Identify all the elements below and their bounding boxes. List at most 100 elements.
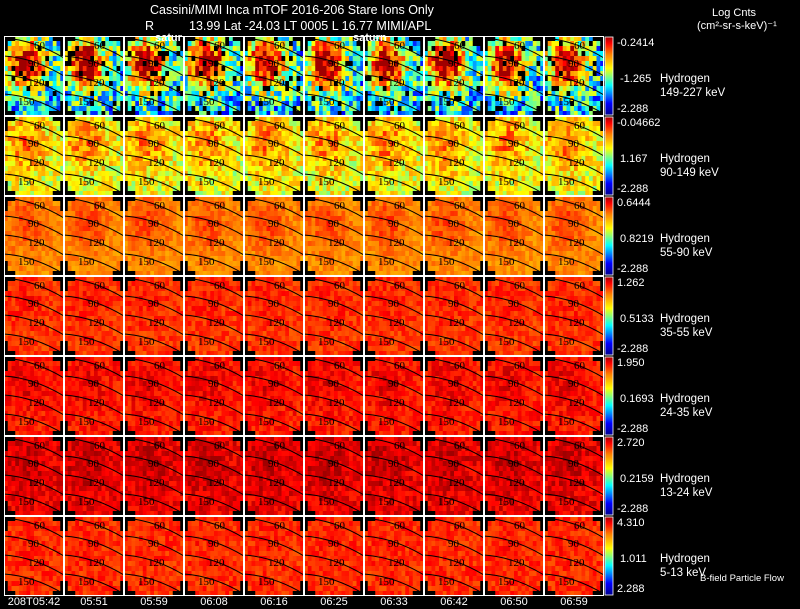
heatmap-cell <box>72 181 76 186</box>
heatmap-cell <box>162 71 166 76</box>
heatmap-cell <box>469 41 473 46</box>
heatmap-cell <box>593 81 597 86</box>
heatmap-cell <box>308 161 312 166</box>
heatmap-cell <box>529 176 533 181</box>
heatmap-cell <box>105 151 109 156</box>
heatmap-cell <box>398 106 402 111</box>
heatmap-cell <box>495 41 499 46</box>
heatmap-cell <box>274 151 278 156</box>
heatmap-cell <box>342 91 346 96</box>
heatmap-cell <box>109 41 113 46</box>
heatmap-cell <box>417 66 421 71</box>
heatmap-cell <box>233 46 237 51</box>
heatmap-cell <box>274 186 278 191</box>
heatmap-cell <box>492 106 496 111</box>
heatmap-cell <box>379 146 383 151</box>
heatmap-cell <box>45 186 49 191</box>
heatmap-cell <box>267 151 271 156</box>
heatmap-cell <box>432 96 436 101</box>
heatmap-cell <box>192 101 196 106</box>
heatmap-cell <box>387 131 391 136</box>
heatmap-cell <box>469 61 473 66</box>
heatmap-cell <box>443 86 447 91</box>
heatmap-cell <box>409 56 413 61</box>
heatmap-cell <box>499 66 503 71</box>
heatmap-cell <box>113 171 117 176</box>
heatmap-cell <box>499 166 503 171</box>
heatmap-cell <box>188 146 192 151</box>
heatmap-cell <box>199 166 203 171</box>
heatmap-cell <box>255 81 259 86</box>
heatmap-cell <box>285 61 289 66</box>
heatmap-cell <box>522 186 526 191</box>
heatmap-cell <box>405 176 409 181</box>
heatmap-cell <box>23 141 27 146</box>
heatmap-cell <box>368 171 372 176</box>
heatmap-cell <box>417 161 421 166</box>
heatmap-cell <box>72 41 76 46</box>
heatmap-cell <box>293 101 297 106</box>
heatmap-cell <box>315 146 319 151</box>
heatmap-cell <box>15 56 19 61</box>
heatmap-cell <box>252 46 256 51</box>
heatmap-cell <box>555 151 559 156</box>
heatmap-cell <box>552 161 556 166</box>
heatmap-cell <box>83 46 87 51</box>
heatmap-cell <box>289 171 293 176</box>
heatmap-cell <box>169 136 173 141</box>
heatmap-cell <box>552 186 556 191</box>
heatmap-cell <box>394 106 398 111</box>
heatmap-cell <box>537 161 541 166</box>
heatmap-cell <box>368 91 372 96</box>
heatmap-cell <box>552 126 556 131</box>
heatmap-cell <box>368 176 372 181</box>
heatmap-cell <box>417 141 421 146</box>
heatmap-cell <box>469 96 473 101</box>
heatmap-cell <box>68 46 72 51</box>
heatmap-cell <box>315 56 319 61</box>
heatmap-cell <box>514 151 518 156</box>
heatmap-cell <box>225 71 229 76</box>
heatmap-cell <box>218 151 222 156</box>
heatmap-cell <box>473 101 477 106</box>
heatmap-cell <box>372 166 376 171</box>
heatmap-cell <box>522 176 526 181</box>
heatmap-cell <box>293 121 297 126</box>
heatmap-cell <box>518 151 522 156</box>
heatmap-cell <box>79 71 83 76</box>
heatmap-cell <box>173 181 177 186</box>
heatmap-cell <box>458 91 462 96</box>
heatmap-cell <box>518 186 522 191</box>
heatmap-cell <box>439 46 443 51</box>
heatmap-cell <box>203 61 207 66</box>
heatmap-cell <box>428 121 432 126</box>
heatmap-cell <box>375 121 379 126</box>
heatmap-cell <box>83 151 87 156</box>
heatmap-cell <box>315 86 319 91</box>
heatmap-cell <box>68 61 72 66</box>
heatmap-cell <box>68 41 72 46</box>
heatmap-cell <box>559 151 563 156</box>
heatmap-cell <box>128 51 132 56</box>
heatmap-cell <box>499 81 503 86</box>
heatmap-cell <box>75 46 79 51</box>
heatmap-cell <box>252 81 256 86</box>
heatmap-cell <box>102 186 106 191</box>
heatmap-cell <box>552 101 556 106</box>
heatmap-cell <box>465 51 469 56</box>
heatmap-cell <box>259 71 263 76</box>
heatmap-cell <box>188 166 192 171</box>
heatmap-cell <box>225 131 229 136</box>
heatmap-cell <box>398 71 402 76</box>
heatmap-cell <box>293 96 297 101</box>
heatmap-cell <box>499 86 503 91</box>
heatmap-cell <box>42 136 46 141</box>
heatmap-cell <box>270 71 274 76</box>
heatmap-cell <box>597 61 601 66</box>
heatmap-cell <box>75 56 79 61</box>
heatmap-cell <box>315 161 319 166</box>
heatmap-cell <box>428 176 432 181</box>
heatmap-cell <box>72 186 76 191</box>
heatmap-cell <box>353 96 357 101</box>
heatmap-cell <box>23 146 27 151</box>
